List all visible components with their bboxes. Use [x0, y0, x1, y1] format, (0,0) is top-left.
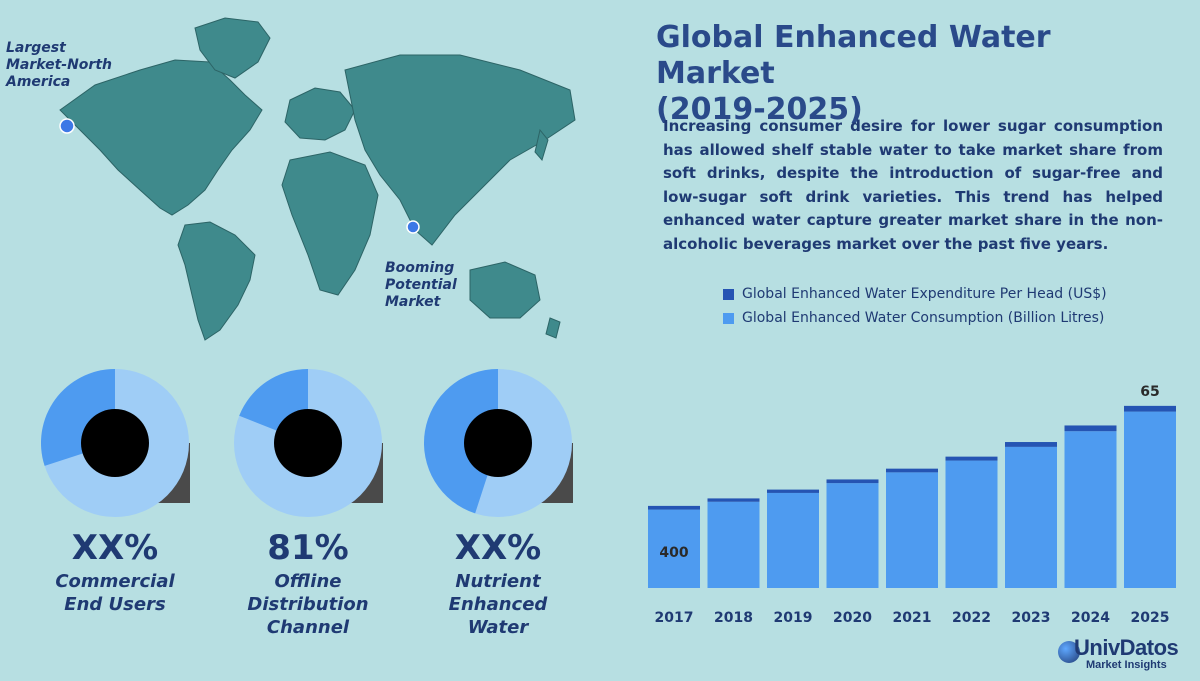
- bar-expenditure-2021: [886, 468, 938, 473]
- bar-consumption-2018: [707, 501, 760, 588]
- x-tick-label: 2021: [893, 610, 932, 626]
- x-tick-label: 2020: [833, 610, 872, 626]
- bar-expenditure-2024: [1064, 425, 1117, 432]
- legend-item-expenditure: Global Enhanced Water Expenditure Per He…: [723, 282, 1107, 306]
- x-tick-label: 2024: [1071, 610, 1110, 626]
- bar-expenditure-2025: [1124, 405, 1176, 412]
- bar-consumption-2024: [1064, 431, 1117, 588]
- bar-expenditure-2023: [1005, 442, 1057, 447]
- logo-subtitle: Market Insights: [1086, 659, 1167, 671]
- bar-expenditure-2017: [648, 505, 700, 510]
- x-tick-label: 2025: [1131, 610, 1170, 626]
- bar-expenditure-2019: [767, 489, 819, 493]
- x-tick-label: 2022: [952, 610, 991, 626]
- globe-icon: [1058, 641, 1080, 663]
- donut-hole: [81, 409, 149, 477]
- north-america-label: Largest Market-North America: [6, 40, 112, 90]
- bar-consumption-2022: [945, 460, 998, 588]
- card-label: Nutrient Enhanced Water: [448, 571, 548, 638]
- europe-landmass: [284, 87, 356, 141]
- bar-expenditure-2022: [945, 456, 998, 461]
- australia-landmass: [469, 261, 541, 319]
- legend-item-consumption: Global Enhanced Water Consumption (Billi…: [723, 306, 1107, 330]
- bar-consumption-2019: [767, 492, 819, 588]
- bar-consumption-2025: [1124, 411, 1176, 588]
- bar-consumption-2021: [886, 472, 938, 588]
- north-america-marker-icon: [59, 118, 75, 134]
- logo-name: UnivDatos: [1074, 635, 1179, 660]
- data-label-first: 400: [659, 545, 688, 561]
- bar-expenditure-2020: [826, 479, 879, 484]
- x-tick-label: 2018: [714, 610, 753, 626]
- africa-landmass: [281, 151, 379, 296]
- page-title: Global Enhanced Water Market (2019-2025): [656, 20, 1051, 127]
- legend-label-expenditure: Global Enhanced Water Expenditure Per He…: [742, 286, 1107, 302]
- donut-hole: [274, 409, 342, 477]
- card-offline-distribution: 81% Offline Distribution Channel: [233, 368, 383, 668]
- x-tick-label: 2017: [655, 610, 694, 626]
- data-label-last: 65: [1140, 384, 1159, 400]
- bar-consumption-2020: [826, 483, 879, 588]
- card-nutrient-enhanced: XX% Nutrient Enhanced Water: [423, 368, 573, 668]
- legend-swatch-consumption: [723, 312, 734, 324]
- asia-landmass: [344, 54, 576, 246]
- bar-expenditure-2018: [707, 498, 760, 502]
- bar-consumption-2017: [648, 509, 700, 588]
- legend-swatch-expenditure: [723, 288, 734, 300]
- donut-slice: [423, 369, 498, 514]
- description-text: Increasing consumer desire for lower sug…: [663, 117, 1163, 253]
- bar-consumption-2023: [1005, 446, 1057, 588]
- world-map: [59, 17, 576, 341]
- card-value: 81%: [267, 528, 349, 568]
- india-marker-icon: [406, 220, 420, 234]
- greenland-landmass: [194, 17, 271, 79]
- card-label: Offline Distribution Channel: [247, 571, 369, 638]
- bar-chart: 2017 400 2018 2019 2020 2021 2022 2023 2024 2025 6…: [648, 384, 1176, 626]
- legend-label-consumption: Global Enhanced Water Consumption (Billi…: [742, 310, 1105, 326]
- japan-landmass: [534, 128, 549, 162]
- card-value: XX%: [454, 528, 542, 568]
- card-commercial-end-users: XX% Commercial End Users: [40, 368, 190, 668]
- chart-legend: Global Enhanced Water Expenditure Per He…: [723, 282, 1107, 330]
- india-label: Booming Potential Market: [385, 260, 457, 310]
- north-america-landmass: [59, 59, 263, 216]
- univdatos-logo: UnivDatos Market Insights: [1058, 635, 1193, 679]
- donut-chart-offline: [234, 369, 383, 517]
- x-tick-label: 2019: [774, 610, 813, 626]
- card-label: Commercial End Users: [55, 571, 175, 615]
- donut-chart-nutrient: [423, 369, 573, 517]
- donut-chart-commercial: [40, 369, 190, 517]
- new-zealand-landmass: [545, 317, 561, 339]
- x-tick-label: 2023: [1012, 610, 1051, 626]
- card-value: XX%: [71, 528, 159, 568]
- donut-hole: [464, 409, 532, 477]
- south-america-landmass: [177, 221, 256, 341]
